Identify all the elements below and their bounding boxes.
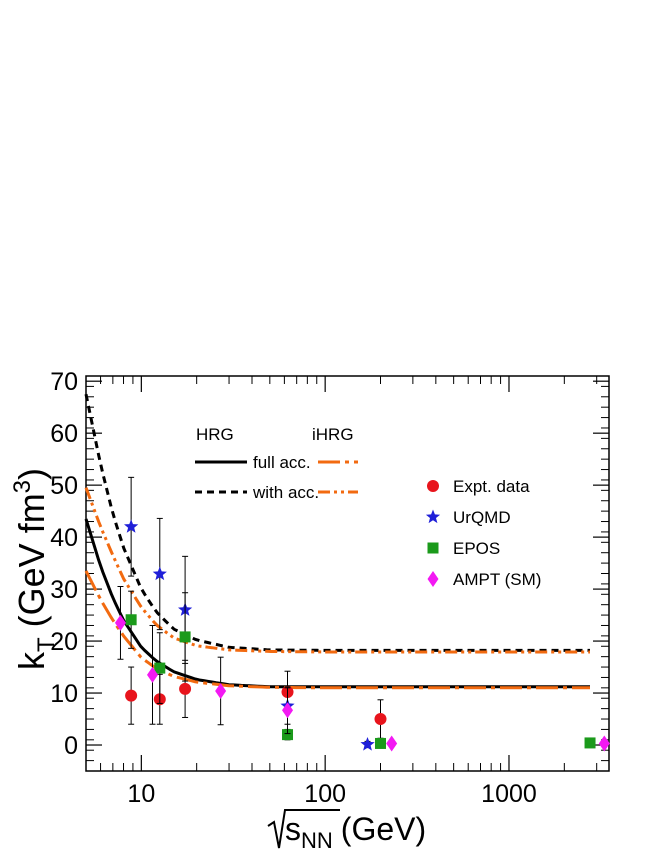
y-tick-label: 50 [50, 472, 78, 500]
x-axis-title-sqrt-sign [267, 809, 340, 849]
x-axis-title-unit: (GeV) [341, 811, 426, 847]
y-axis-title: kT (GeV fm3) [9, 468, 60, 670]
ampt-sm-point [282, 702, 294, 719]
legend-marker-expt-data [427, 480, 439, 492]
ampt-sm-point [598, 735, 610, 752]
epos-point [125, 614, 137, 626]
legend-hrg-header: HRG [196, 425, 234, 444]
ampt-sm-point [386, 735, 398, 752]
legend-label-ampt-sm: AMPT (SM) [453, 570, 541, 589]
legend-models: HRG iHRG full acc. with acc. [195, 425, 358, 502]
x-axis-title: sNN (GeV) [285, 811, 426, 853]
y-axis-title-sub: T [33, 637, 60, 652]
ampt-sm-point [146, 666, 158, 683]
legend-ihrg-header: iHRG [312, 425, 354, 444]
epos-point [154, 662, 166, 674]
legend-label-urqmd: UrQMD [453, 508, 511, 527]
legend-marker-urqmd [425, 509, 441, 524]
plot-frame-layer: 0 10 20 30 40 50 60 70 10 100 1000 [50, 368, 610, 808]
x-axis-title-sub: NN [301, 828, 333, 853]
x-tick-label: 1000 [481, 780, 537, 808]
svg-text:kT(GeV fm3): kT (GeV fm3) [9, 468, 60, 670]
y-tick-label: 20 [50, 628, 78, 656]
urqmd-point [124, 519, 139, 533]
y-tick-label: 40 [50, 524, 78, 552]
legend-marker-ampt-sm [427, 571, 439, 587]
model-curve-2 [84, 570, 590, 690]
data-points-layer [114, 476, 610, 752]
epos-point [584, 737, 596, 749]
ampt-sm-point [215, 682, 227, 699]
y-axis-title-sup: 3 [9, 480, 36, 493]
y-tick-label: 30 [50, 576, 78, 604]
x-tick-label: 100 [304, 780, 346, 808]
x-tick-label: 10 [127, 780, 155, 808]
legend-series: Expt. data UrQMD EPOS AMPT (SM) [425, 477, 541, 589]
expt-data-point [125, 689, 138, 702]
y-axis-title-close: ) [11, 468, 52, 480]
legend-label-expt-data: Expt. data [453, 477, 530, 496]
legend-label-epos: EPOS [453, 539, 500, 558]
legend-full-acc-label: full acc. [253, 453, 311, 472]
y-tick-label: 70 [50, 368, 78, 396]
expt-data-point [179, 682, 192, 695]
model-curve-0 [84, 518, 590, 689]
epos-point [374, 737, 386, 749]
expt-data-point [374, 713, 387, 726]
y-tick-label: 10 [50, 680, 78, 708]
y-tick-label: 60 [50, 420, 78, 448]
y-axis-title-main: k [11, 651, 52, 670]
epos-point [282, 729, 294, 741]
model-curve-1 [84, 393, 590, 652]
urqmd-point [360, 737, 375, 751]
y-tick-label: 0 [64, 732, 78, 760]
model-curve-3 [84, 487, 590, 654]
y-axis-title-unit: (GeV fm [11, 493, 52, 627]
ampt-sm-point [114, 614, 126, 631]
x-axis-title-root: s [285, 811, 301, 847]
model-curves-layer [84, 393, 590, 690]
legend-marker-epos [427, 542, 439, 554]
legend-with-acc-label: with acc. [252, 483, 319, 502]
epos-point [179, 631, 191, 643]
urqmd-point [152, 566, 167, 581]
